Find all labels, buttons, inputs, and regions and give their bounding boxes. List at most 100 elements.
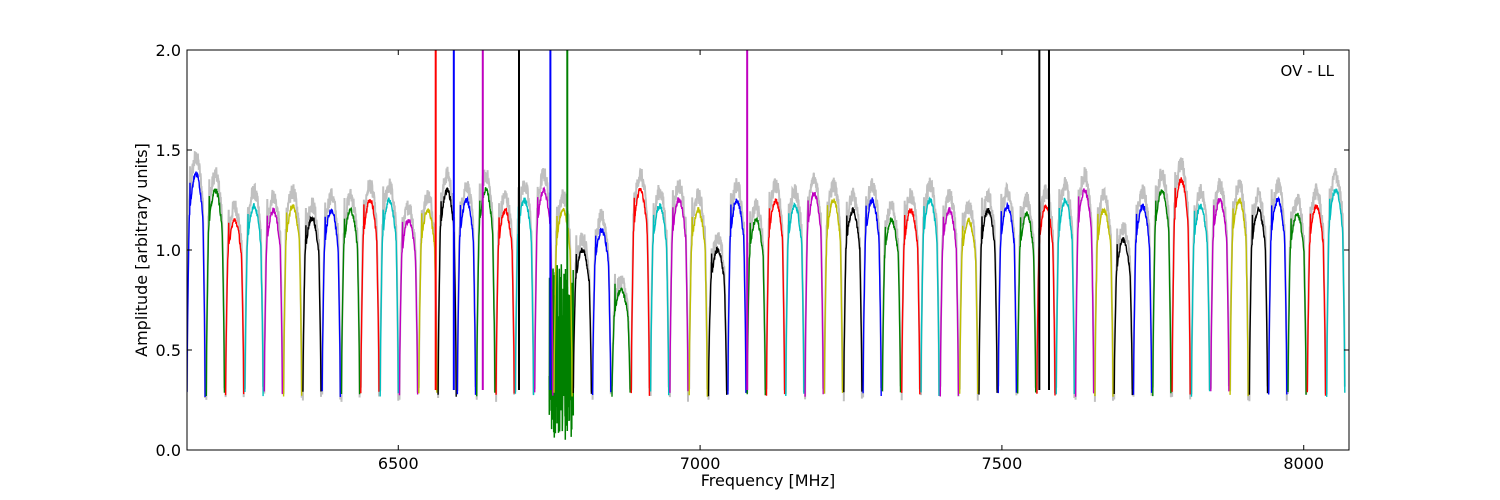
channel-trace-3 bbox=[244, 202, 264, 397]
background-trace-55 bbox=[1248, 187, 1269, 402]
y-axis-label: Amplitude [arbitrary units] bbox=[132, 143, 151, 357]
x-tick-label: 7000 bbox=[680, 454, 721, 473]
background-trace-41 bbox=[978, 187, 999, 392]
x-axis-label: Frequency [MHz] bbox=[701, 471, 835, 490]
channel-trace-21 bbox=[591, 227, 612, 396]
channel-trace-40 bbox=[959, 217, 979, 395]
channel-trace-27 bbox=[707, 246, 728, 397]
background-trace-32 bbox=[804, 172, 825, 400]
background-trace-29 bbox=[746, 198, 767, 394]
channel-trace-35 bbox=[862, 197, 882, 397]
background-trace-14 bbox=[456, 181, 477, 392]
axis-ticks: 6500 7000 7500 8000 0.0 0.5 1.0 1.5 2.0 bbox=[156, 41, 1349, 473]
background-trace-49 bbox=[1132, 184, 1153, 397]
background-trace-11 bbox=[398, 200, 419, 400]
background-trace-3 bbox=[243, 182, 265, 389]
background-trace-0 bbox=[187, 150, 207, 399]
y-tick-label: 0.0 bbox=[156, 441, 181, 460]
background-trace-28 bbox=[726, 178, 747, 394]
background-trace-23 bbox=[630, 167, 651, 391]
channel-trace-10 bbox=[379, 197, 399, 397]
channel-trace-53 bbox=[1210, 197, 1230, 392]
x-tick-label: 7500 bbox=[982, 454, 1023, 473]
channel-trace-47 bbox=[1094, 207, 1114, 397]
channel-trace-38 bbox=[920, 196, 940, 397]
background-trace-26 bbox=[688, 188, 709, 390]
background-trace-24 bbox=[649, 184, 670, 397]
channel-trace-24 bbox=[649, 203, 670, 396]
channel-trace-1 bbox=[205, 188, 226, 397]
channel-trace-33 bbox=[823, 198, 844, 394]
channel-trace-30 bbox=[765, 198, 786, 396]
channel-trace-58 bbox=[1306, 204, 1327, 396]
channel-trace-8 bbox=[340, 206, 361, 395]
background-trace-53 bbox=[1209, 177, 1230, 389]
background-trace-48 bbox=[1113, 222, 1134, 400]
channel-trace-41 bbox=[978, 207, 998, 395]
background-trace-43 bbox=[1016, 191, 1037, 394]
background-trace-5 bbox=[282, 184, 303, 398]
channel-trace-20 bbox=[572, 247, 593, 394]
channel-trace-42 bbox=[997, 201, 1018, 394]
background-trace-1 bbox=[205, 167, 226, 400]
channel-trace-14 bbox=[456, 195, 477, 395]
channel-trace-51 bbox=[1171, 177, 1191, 395]
background-trace-36 bbox=[881, 200, 902, 392]
channel-trace-57 bbox=[1287, 212, 1307, 395]
background-trace-4 bbox=[263, 189, 284, 394]
channel-trace-0 bbox=[187, 171, 206, 398]
background-trace-35 bbox=[862, 178, 883, 398]
channel-trace-6 bbox=[302, 215, 322, 392]
channel-trace-22 bbox=[611, 283, 631, 397]
background-trace-56 bbox=[1267, 177, 1288, 401]
channel-trace-25 bbox=[669, 196, 689, 393]
channel-trace-43 bbox=[1016, 211, 1037, 394]
background-trace-12 bbox=[417, 189, 438, 392]
y-tick-label: 2.0 bbox=[156, 41, 181, 60]
background-trace-10 bbox=[379, 178, 400, 401]
channel-trace-49 bbox=[1132, 203, 1153, 395]
channel-trace-37 bbox=[901, 208, 921, 395]
channel-trace-23 bbox=[630, 188, 651, 396]
background-trace-19 bbox=[553, 189, 574, 402]
background-trace-9 bbox=[359, 179, 380, 397]
background-trace-52 bbox=[1190, 184, 1211, 395]
channel-trace-29 bbox=[746, 216, 766, 396]
background-trace-16 bbox=[495, 190, 516, 402]
y-tick-label: 1.0 bbox=[156, 241, 181, 260]
channel-trace-32 bbox=[804, 191, 824, 397]
noisy-region-trace bbox=[548, 264, 575, 440]
channel-trace-12 bbox=[418, 208, 438, 394]
channel-trace-52 bbox=[1190, 203, 1211, 397]
background-trace-50 bbox=[1151, 168, 1172, 398]
channel-trace-19 bbox=[553, 207, 573, 397]
background-trace-30 bbox=[765, 178, 786, 391]
channel-trace-31 bbox=[785, 202, 805, 397]
channel-trace-48 bbox=[1113, 237, 1133, 396]
channel-trace-9 bbox=[360, 199, 380, 394]
channel-trace-56 bbox=[1268, 196, 1288, 395]
y-tick-label: 0.5 bbox=[156, 341, 181, 360]
background-trace-6 bbox=[301, 197, 322, 401]
channel-trace-54 bbox=[1229, 197, 1249, 397]
background-trace-46 bbox=[1074, 167, 1095, 400]
background-trace-42 bbox=[997, 181, 1018, 396]
background-trace-37 bbox=[900, 188, 921, 401]
channel-trace-16 bbox=[495, 207, 515, 395]
y-tick-label: 1.5 bbox=[156, 141, 181, 160]
channel-trace-45 bbox=[1055, 197, 1075, 395]
channel-trace-39 bbox=[939, 207, 960, 397]
background-trace-51 bbox=[1171, 157, 1192, 400]
chart-annotation: OV - LL bbox=[1281, 62, 1335, 80]
background-trace-38 bbox=[920, 177, 941, 396]
channel-trace-59 bbox=[1326, 188, 1346, 397]
background-trace-22 bbox=[611, 273, 632, 390]
channel-trace-28 bbox=[727, 198, 747, 395]
background-trace-27 bbox=[707, 232, 728, 400]
channel-trace-34 bbox=[843, 206, 863, 393]
channel-trace-55 bbox=[1248, 206, 1269, 395]
background-trace-59 bbox=[1325, 168, 1346, 395]
background-trace-40 bbox=[958, 199, 979, 401]
x-tick-label: 6500 bbox=[378, 454, 419, 473]
